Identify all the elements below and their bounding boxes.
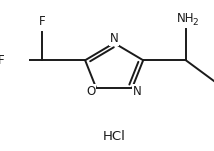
Text: N: N <box>110 32 119 45</box>
Text: HCl: HCl <box>103 130 126 143</box>
Text: N: N <box>133 85 142 98</box>
Text: F: F <box>0 54 4 67</box>
Text: NH: NH <box>177 12 195 25</box>
Text: O: O <box>86 85 95 98</box>
Text: 2: 2 <box>192 18 198 27</box>
Text: F: F <box>39 15 46 28</box>
